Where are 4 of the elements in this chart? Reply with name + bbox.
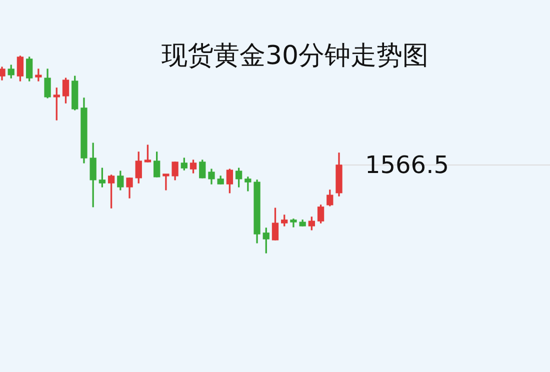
candlestick <box>35 68 42 82</box>
chart-title: 现货黄金30分钟走势图 <box>160 40 430 73</box>
text: 1566.5 <box>365 151 449 180</box>
candlestick <box>162 174 170 190</box>
